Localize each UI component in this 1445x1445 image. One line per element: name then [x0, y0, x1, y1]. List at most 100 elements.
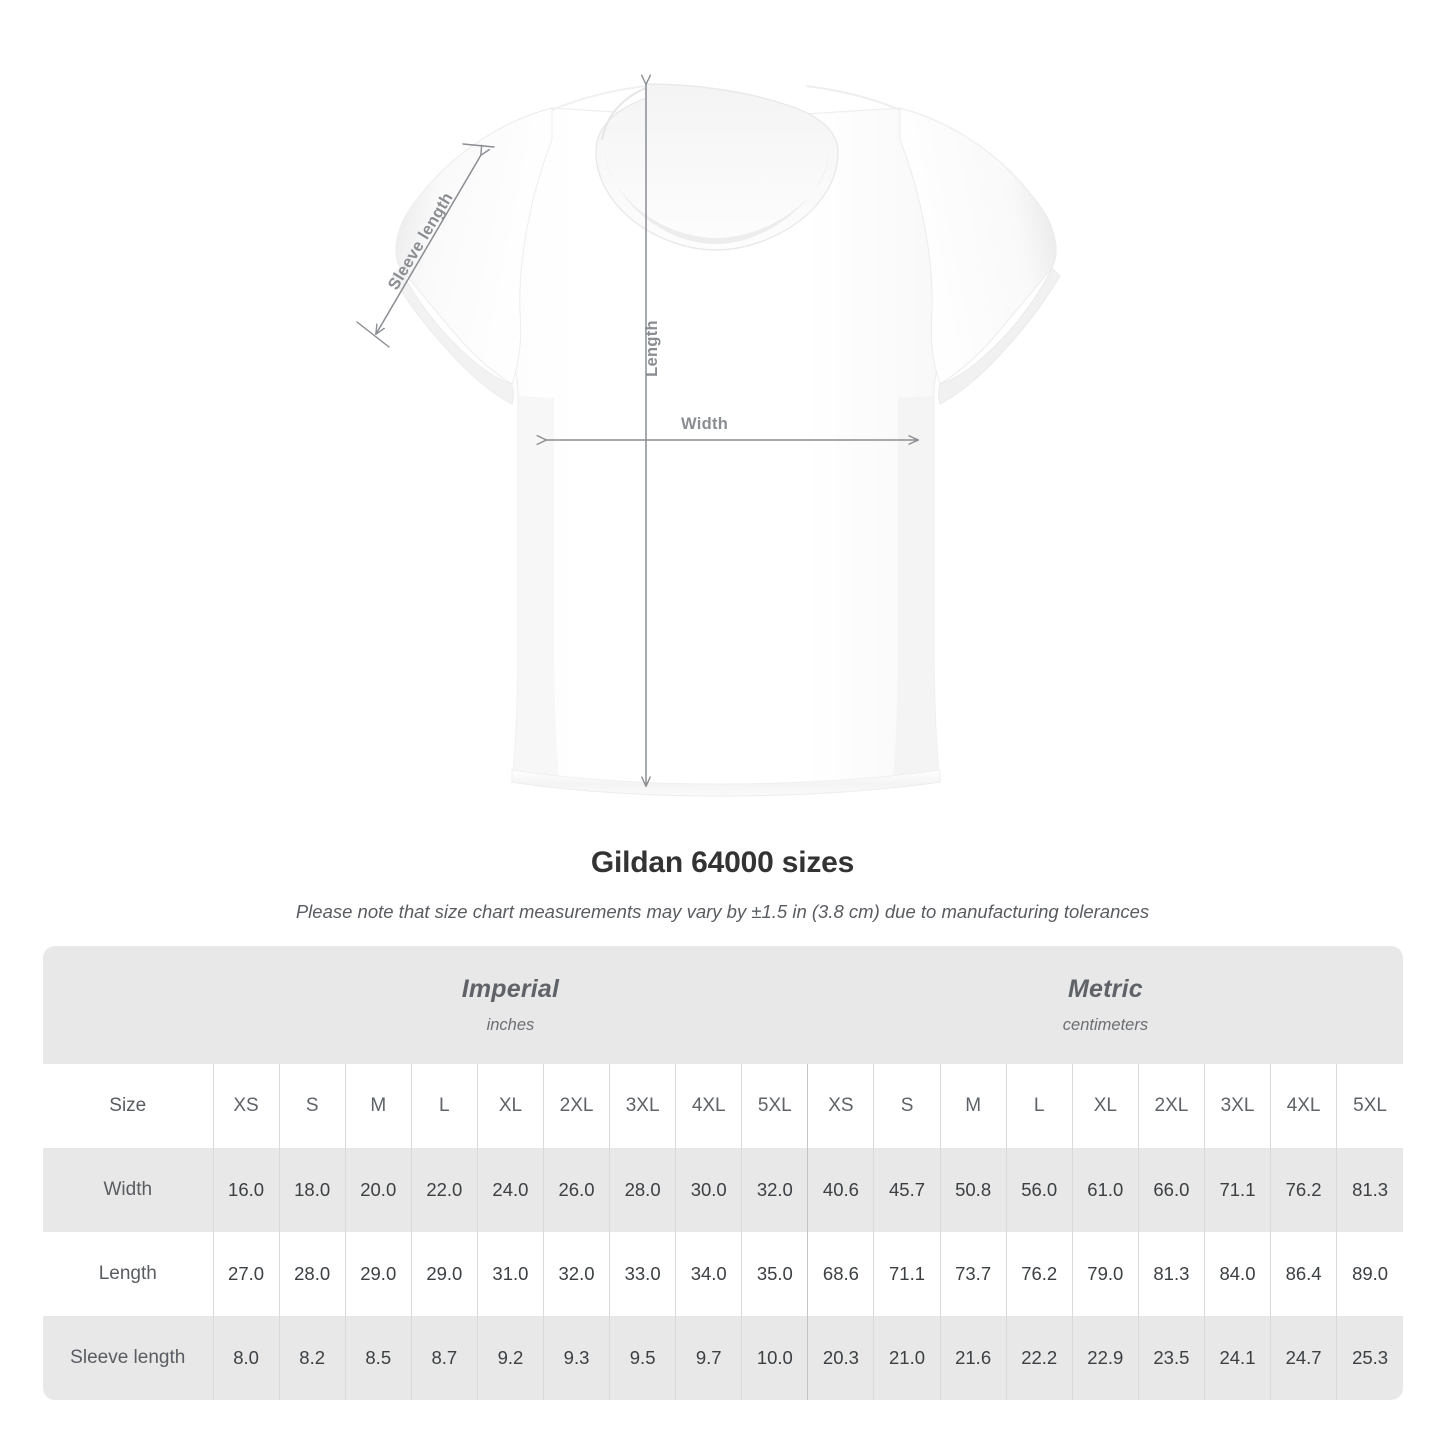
table-cell: 76.2 [1270, 1148, 1337, 1232]
table-cell: 71.1 [1203, 1148, 1271, 1232]
unit-group-metric-sub: centimeters [1062, 1015, 1149, 1034]
size-header-cell: 5XL [741, 1064, 808, 1148]
table-cell: 9.5 [609, 1316, 676, 1400]
table-cell: 28.0 [609, 1148, 676, 1232]
unit-group-imperial: Imperial inches [213, 946, 808, 1064]
table-cell: 9.7 [675, 1316, 742, 1400]
row-header-width: Width [43, 1148, 214, 1232]
size-header-cell: S [873, 1064, 941, 1148]
table-cell: 9.3 [542, 1316, 610, 1400]
table-cell: 81.3 [1137, 1232, 1205, 1316]
table-cell: 16.0 [212, 1148, 280, 1232]
table-cell: 22.2 [1005, 1316, 1073, 1400]
table-cell: 86.4 [1270, 1232, 1337, 1316]
length-label: Length [642, 320, 661, 377]
shirt-collar [595, 83, 839, 251]
size-chart-table: Imperial inches Metric centimeters Size … [43, 946, 1403, 1400]
size-chart-table-wrapper: Imperial inches Metric centimeters Size … [43, 946, 1403, 1400]
row-header-sleeve-length: Sleeve length [43, 1316, 214, 1400]
table-cell: 20.0 [344, 1148, 412, 1232]
sleeve-tick-top [462, 143, 495, 148]
size-header-cell: 3XL [1203, 1064, 1271, 1148]
size-header-cell: S [278, 1064, 346, 1148]
table-cell: 33.0 [609, 1232, 676, 1316]
body-shade-right [892, 396, 940, 788]
table-cell: 30.0 [675, 1148, 742, 1232]
table-cell: 8.5 [344, 1316, 412, 1400]
table-cell: 10.0 [741, 1316, 808, 1400]
title-block: Gildan 64000 sizes Please note that size… [0, 845, 1445, 924]
table-cell: 28.0 [278, 1232, 346, 1316]
table-cell: 24.0 [476, 1148, 544, 1232]
table-row: Width 16.0 18.0 20.0 22.0 24.0 26.0 28.0… [43, 1148, 1403, 1232]
unit-group-metric: Metric centimeters [807, 946, 1403, 1064]
table-cell: 21.0 [873, 1316, 941, 1400]
table-cell: 76.2 [1005, 1232, 1073, 1316]
shirt-sleeve-right [899, 107, 1057, 385]
size-header-cell: L [410, 1064, 478, 1148]
table-cell: 26.0 [542, 1148, 610, 1232]
table-cell: 84.0 [1203, 1232, 1271, 1316]
page-title: Gildan 64000 sizes [590, 846, 855, 879]
sleeve-tick-bottom [356, 321, 390, 348]
collar-left-edge [601, 87, 647, 141]
table-cell: 21.6 [939, 1316, 1007, 1400]
tshirt-diagram: Sleeve length Length Width [356, 0, 1061, 797]
shirt-bottom-hem [511, 769, 941, 797]
table-cell: 20.3 [807, 1316, 874, 1400]
table-cell: 8.2 [278, 1316, 346, 1400]
table-cell: 79.0 [1071, 1232, 1139, 1316]
shoulder-seam-right [805, 85, 901, 111]
table-cell: 22.0 [410, 1148, 478, 1232]
unit-spacer-cell [43, 946, 214, 1064]
table-cell: 25.3 [1336, 1316, 1403, 1400]
table-cell: 89.0 [1336, 1232, 1403, 1316]
size-header-cell: 5XL [1336, 1064, 1403, 1148]
size-header-cell: 2XL [1137, 1064, 1205, 1148]
size-header-cell: 3XL [609, 1064, 676, 1148]
table-row: Sleeve length 8.0 8.2 8.5 8.7 9.2 9.3 9.… [43, 1316, 1403, 1400]
size-header-cell: XS [212, 1064, 280, 1148]
sleeve-length-arrow [376, 155, 481, 334]
table-cell: 23.5 [1137, 1316, 1205, 1400]
unit-group-imperial-name: Imperial [461, 975, 560, 1004]
size-header-cell: 4XL [1270, 1064, 1337, 1148]
table-cell: 22.9 [1071, 1316, 1139, 1400]
body-shade-left [512, 396, 560, 788]
row-header-length: Length [43, 1232, 214, 1316]
table-cell: 73.7 [939, 1232, 1007, 1316]
shirt-sleeve-hem-right [938, 267, 1061, 405]
table-cell: 8.7 [410, 1316, 478, 1400]
table-cell: 24.1 [1203, 1316, 1271, 1400]
table-cell: 24.7 [1270, 1316, 1337, 1400]
table-cell: 32.0 [741, 1148, 808, 1232]
unit-group-metric-name: Metric [1068, 975, 1143, 1004]
tshirt-illustration [356, 0, 1061, 797]
table-cell: 40.6 [807, 1148, 874, 1232]
table-cell: 34.0 [675, 1232, 742, 1316]
table-cell: 8.0 [212, 1316, 280, 1400]
unit-header-row: Imperial inches Metric centimeters [43, 946, 1403, 1064]
unit-group-imperial-sub: inches [486, 1015, 535, 1034]
size-header-cell: 2XL [542, 1064, 610, 1148]
table-cell: 56.0 [1005, 1148, 1073, 1232]
table-cell: 32.0 [542, 1232, 610, 1316]
shoulder-seam-left [551, 85, 647, 111]
table-cell: 50.8 [939, 1148, 1007, 1232]
size-header-cell: XL [476, 1064, 544, 1148]
table-cell: 35.0 [741, 1232, 808, 1316]
table-cell: 29.0 [410, 1232, 478, 1316]
table-cell: 18.0 [278, 1148, 346, 1232]
size-header-cell: XS [807, 1064, 874, 1148]
table-row: Length 27.0 28.0 29.0 29.0 31.0 32.0 33.… [43, 1232, 1403, 1316]
table-cell: 27.0 [212, 1232, 280, 1316]
size-header-cell: M [939, 1064, 1007, 1148]
table-cell: 66.0 [1137, 1148, 1205, 1232]
size-header-cell: L [1005, 1064, 1073, 1148]
table-cell: 81.3 [1336, 1148, 1403, 1232]
size-header-cell: XL [1071, 1064, 1139, 1148]
width-label: Width [681, 415, 729, 433]
size-header-cell: M [344, 1064, 412, 1148]
size-header-row: Size XS S M L XL 2XL 3XL 4XL 5XL XS S M … [43, 1064, 1403, 1148]
table-cell: 61.0 [1071, 1148, 1139, 1232]
